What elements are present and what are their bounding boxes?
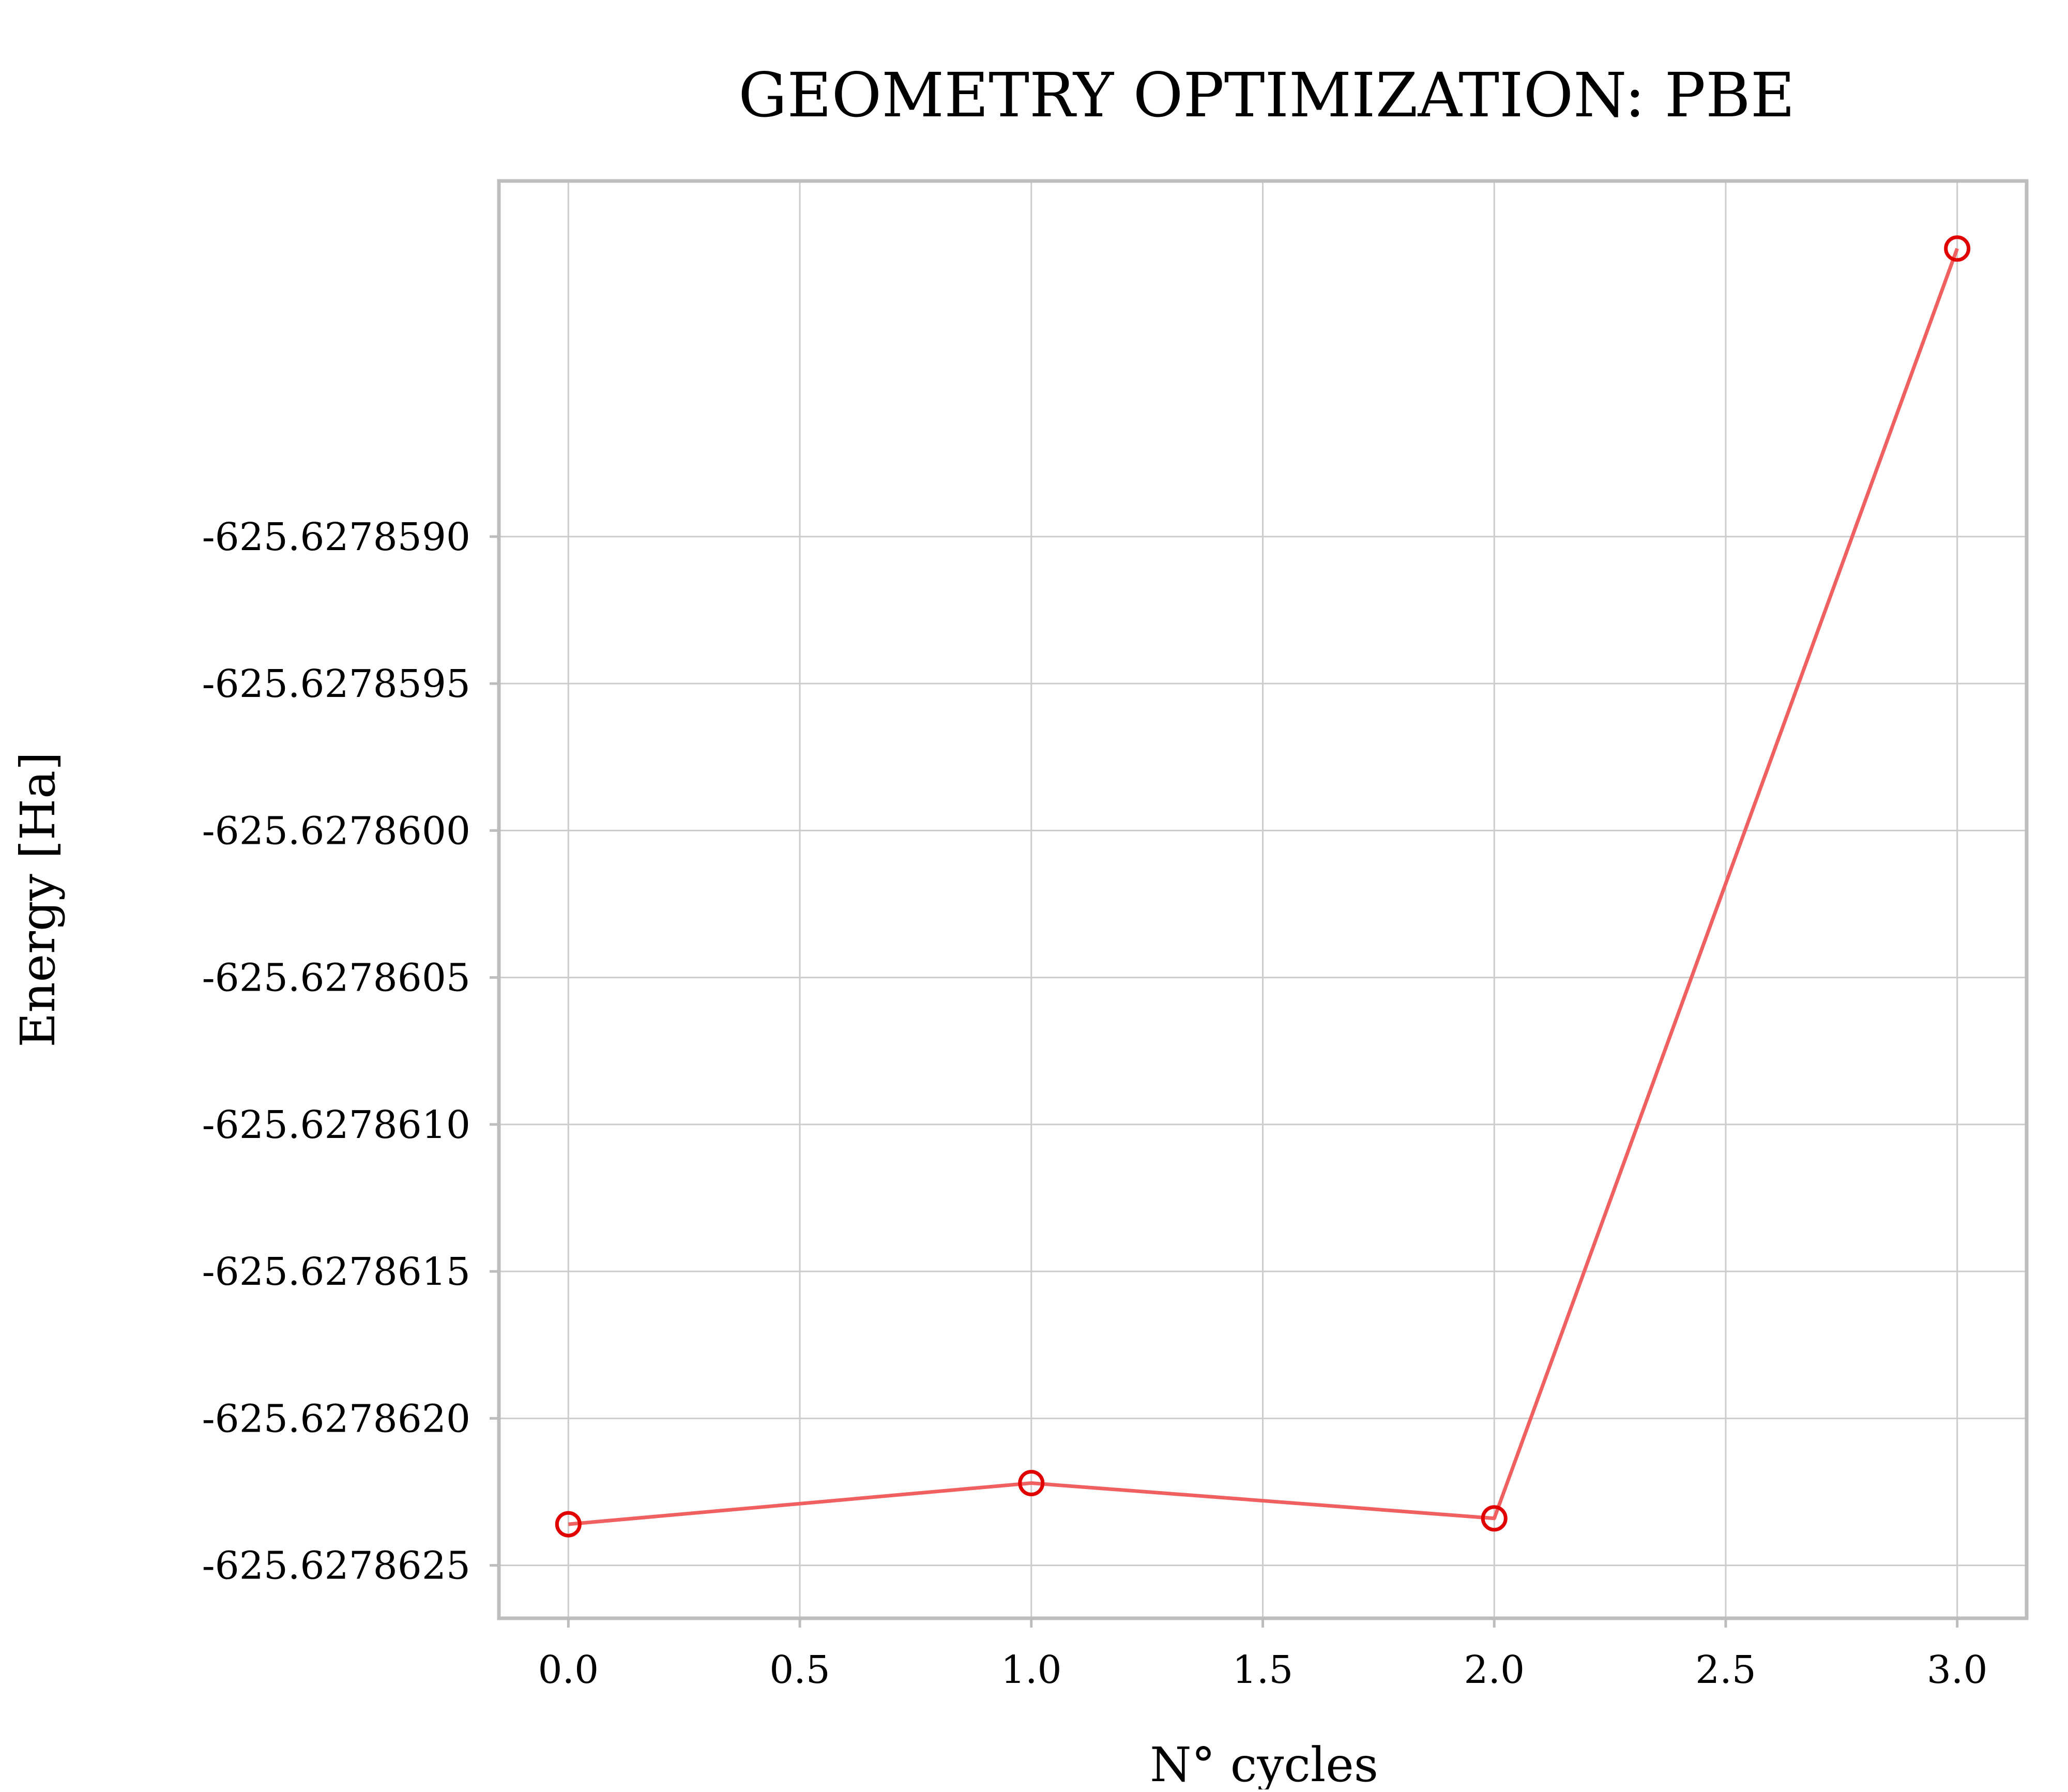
x-tick-labels: 0.0 0.5 1.0 1.5 2.0 2.5 3.0: [538, 1618, 1988, 1692]
x-tick-label: 0.5: [769, 1648, 830, 1692]
y-tick-label: -625.6278605: [202, 956, 470, 1000]
grid-lines: [499, 181, 2027, 1618]
y-tick-label: -625.6278625: [202, 1544, 470, 1588]
x-tick-label: 1.5: [1233, 1648, 1294, 1692]
x-axis-label: N° cycles: [1150, 1737, 1378, 1789]
series-layer: [555, 235, 1971, 1538]
x-tick-label: 0.0: [538, 1648, 599, 1692]
y-tick-label: -625.6278590: [202, 515, 470, 559]
series-line: [568, 248, 1959, 1526]
plot-frame: [497, 179, 2029, 1620]
chart-title: GEOMETRY OPTIMIZATION: PBE: [738, 59, 1795, 131]
data-point: [555, 1511, 582, 1538]
x-tick-label: 3.0: [1927, 1648, 1988, 1692]
y-tick-label: -625.6278615: [202, 1250, 470, 1294]
y-tick-label: -625.6278620: [202, 1396, 470, 1441]
y-tick-label: -625.6278610: [202, 1103, 470, 1147]
y-axis-label: Energy [Ha]: [10, 752, 66, 1047]
data-point: [1018, 1469, 1045, 1496]
y-tick-label: -625.6278600: [202, 809, 470, 853]
x-tick-label: 2.5: [1695, 1648, 1756, 1692]
y-tick-label: -625.6278595: [202, 662, 470, 706]
data-point: [1481, 1505, 1508, 1532]
y-tick-labels: -625.6278590 -625.6278595 -625.6278600 -625…: [202, 515, 499, 1588]
x-tick-label: 1.0: [1001, 1648, 1062, 1692]
data-point: [1944, 235, 1971, 262]
x-tick-label: 2.0: [1464, 1648, 1525, 1692]
